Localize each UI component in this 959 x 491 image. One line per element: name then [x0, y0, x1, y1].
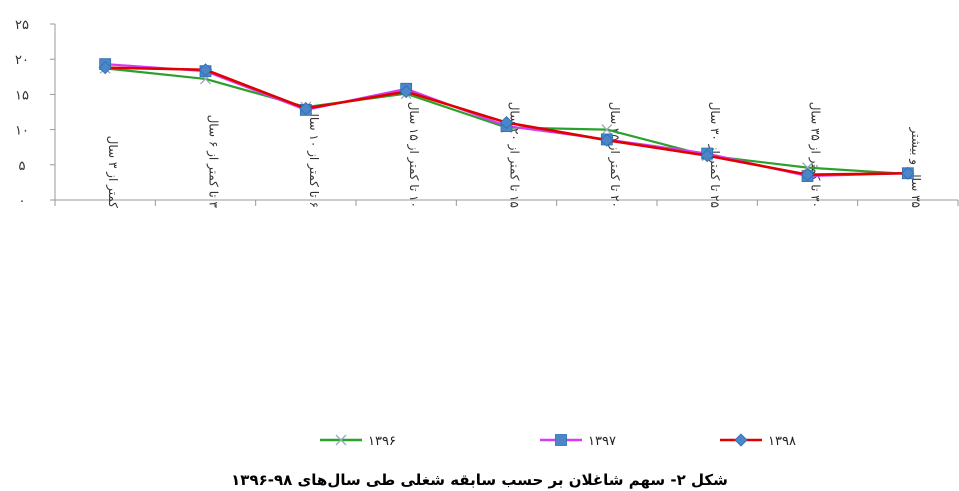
figure-caption: شکل ۲- سهم شاغلان بر حسب سابقه شغلی طی س…	[231, 471, 728, 489]
legend-item: ۱۳۹۷	[540, 434, 616, 449]
series-layer	[98, 58, 915, 182]
data-point	[601, 124, 613, 136]
legend-label: ۱۳۹۸	[768, 434, 796, 449]
data-point	[600, 133, 614, 147]
x-axis-ticks	[54, 200, 959, 206]
series-3	[98, 61, 915, 182]
legend-item: ۱۳۹۸	[720, 433, 796, 449]
y-tick-label: ۱۵	[15, 88, 29, 103]
y-tick-label: ۱۰	[15, 124, 29, 139]
data-point	[399, 85, 413, 99]
square-icon	[555, 434, 567, 446]
x-category-label: ۱۰ تا کمتر از ۱۵ سال	[406, 102, 421, 208]
x-category-label: ۱۵ تا کمتر از ۲۰ سال	[507, 102, 522, 208]
y-axis-ticks: ۰ ۵ ۱۰ ۱۵ ۲۰ ۲۵	[15, 18, 55, 209]
data-point	[98, 61, 112, 75]
legend-label: ۱۳۹۷	[588, 434, 616, 449]
legend: ۱۳۹۶ ۱۳۹۷ ۱۳۹۸	[320, 433, 796, 449]
x-category-label: کمتر از ۳ سال	[105, 136, 120, 209]
legend-label: ۱۳۹۶	[368, 434, 396, 449]
y-tick-label: ۲۰	[15, 53, 29, 68]
data-point	[700, 149, 714, 163]
data-point	[901, 166, 915, 180]
data-point	[499, 115, 514, 130]
diamond-icon	[734, 433, 748, 447]
x-category-label: ۳ تا کمتر از ۶ سال	[206, 115, 221, 209]
x-category-label: ۶ تا کمتر از ۱۰ سال	[306, 108, 321, 208]
data-point	[198, 63, 213, 77]
x-category-label: ۳۵ سال و بیشتر	[908, 127, 923, 208]
y-tick-label: ۲۵	[15, 18, 29, 33]
data-point	[299, 101, 313, 116]
y-tick-label: ۰	[19, 194, 26, 209]
line-chart: ۰ ۵ ۱۰ ۱۵ ۲۰ ۲۵ کمتر از ۳ سال ۳ تا کمتر از ۶ س…	[15, 18, 959, 449]
x-category-label: ۳۰ تا کمتر از ۳۵ سال	[808, 102, 823, 208]
legend-item: ۱۳۹۶	[320, 434, 396, 449]
x-icon	[335, 434, 347, 446]
y-tick-label: ۵	[19, 159, 26, 174]
data-point	[800, 168, 815, 182]
x-axis-labels: کمتر از ۳ سال ۳ تا کمتر از ۶ سال ۶ تا کمتر…	[105, 102, 923, 209]
x-category-label: ۲۰ تا کمتر از ۲۵ سال	[607, 102, 622, 208]
x-marker-stroke	[601, 124, 613, 136]
